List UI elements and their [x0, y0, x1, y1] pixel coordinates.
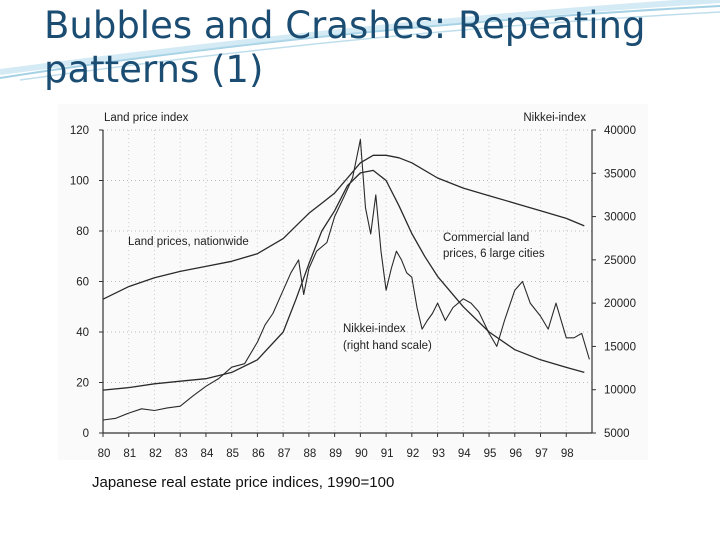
nikkei-series-label-2: (right hand scale): [343, 340, 432, 352]
grid: [102, 129, 592, 434]
right-tick-label: 5000: [604, 428, 630, 440]
x-tick-label: 94: [458, 448, 471, 460]
left-axis-label: Land price index: [104, 112, 189, 124]
x-tick-label: 85: [226, 448, 239, 460]
commercial-series-label-2: prices, 6 large cities: [443, 248, 545, 260]
right-axis-label: Nikkei-index: [523, 112, 586, 124]
series-line-3: [102, 138, 590, 421]
left-tick-label: 60: [76, 277, 89, 289]
slide-title: Bubbles and Crashes: Repeating patterns …: [44, 4, 646, 91]
header-swoosh: [0, 0, 720, 81]
x-tick-label: 86: [252, 448, 265, 460]
right-tick-label: 35000: [604, 168, 636, 180]
series: [102, 138, 590, 421]
series-line-2: [102, 169, 585, 391]
axes: [99, 129, 596, 437]
x-tick-label: 83: [175, 448, 188, 460]
x-tick-label: 98: [561, 448, 574, 460]
left-tick-label: 0: [83, 428, 89, 440]
land-series-label: Land prices, nationwide: [128, 236, 249, 248]
x-tick-label: 84: [201, 448, 214, 460]
right-tick-label: 30000: [604, 212, 636, 224]
x-tick-label: 91: [381, 448, 394, 460]
x-tick-label: 81: [123, 448, 136, 460]
left-tick-label: 100: [70, 176, 89, 188]
right-tick-label: 25000: [604, 255, 636, 267]
x-tick-label: 90: [355, 448, 368, 460]
left-tick-label: 20: [76, 378, 89, 390]
right-tick-label: 40000: [604, 125, 636, 137]
x-tick-label: 87: [278, 448, 291, 460]
x-tick-label: 92: [406, 448, 419, 460]
x-tick-label: 88: [303, 448, 316, 460]
x-tick-label: 97: [535, 448, 548, 460]
x-tick-label: 80: [98, 448, 111, 460]
left-tick-label: 120: [70, 125, 89, 137]
commercial-series-label-1: Commercial land: [443, 232, 529, 244]
right-tick-label: 10000: [604, 385, 636, 397]
chart-caption: Japanese real estate price indices, 1990…: [92, 474, 395, 491]
left-tick-label: 80: [76, 226, 89, 238]
x-tick-label: 93: [432, 448, 445, 460]
x-tick-label: 95: [484, 448, 497, 460]
x-tick-label: 89: [329, 448, 342, 460]
right-tick-label: 15000: [604, 341, 636, 353]
chart-background: [58, 104, 648, 460]
tick-labels: 120 100 80 60 40 20 0 40000 35000 30000 25000 20000…: [70, 125, 636, 460]
series-line-1: [102, 154, 585, 300]
x-tick-label: 82: [149, 448, 162, 460]
right-tick-label: 20000: [604, 298, 636, 310]
nikkei-series-label-1: Nikkei-index: [343, 323, 406, 335]
x-tick-label: 96: [509, 448, 522, 460]
left-tick-label: 40: [76, 327, 89, 339]
